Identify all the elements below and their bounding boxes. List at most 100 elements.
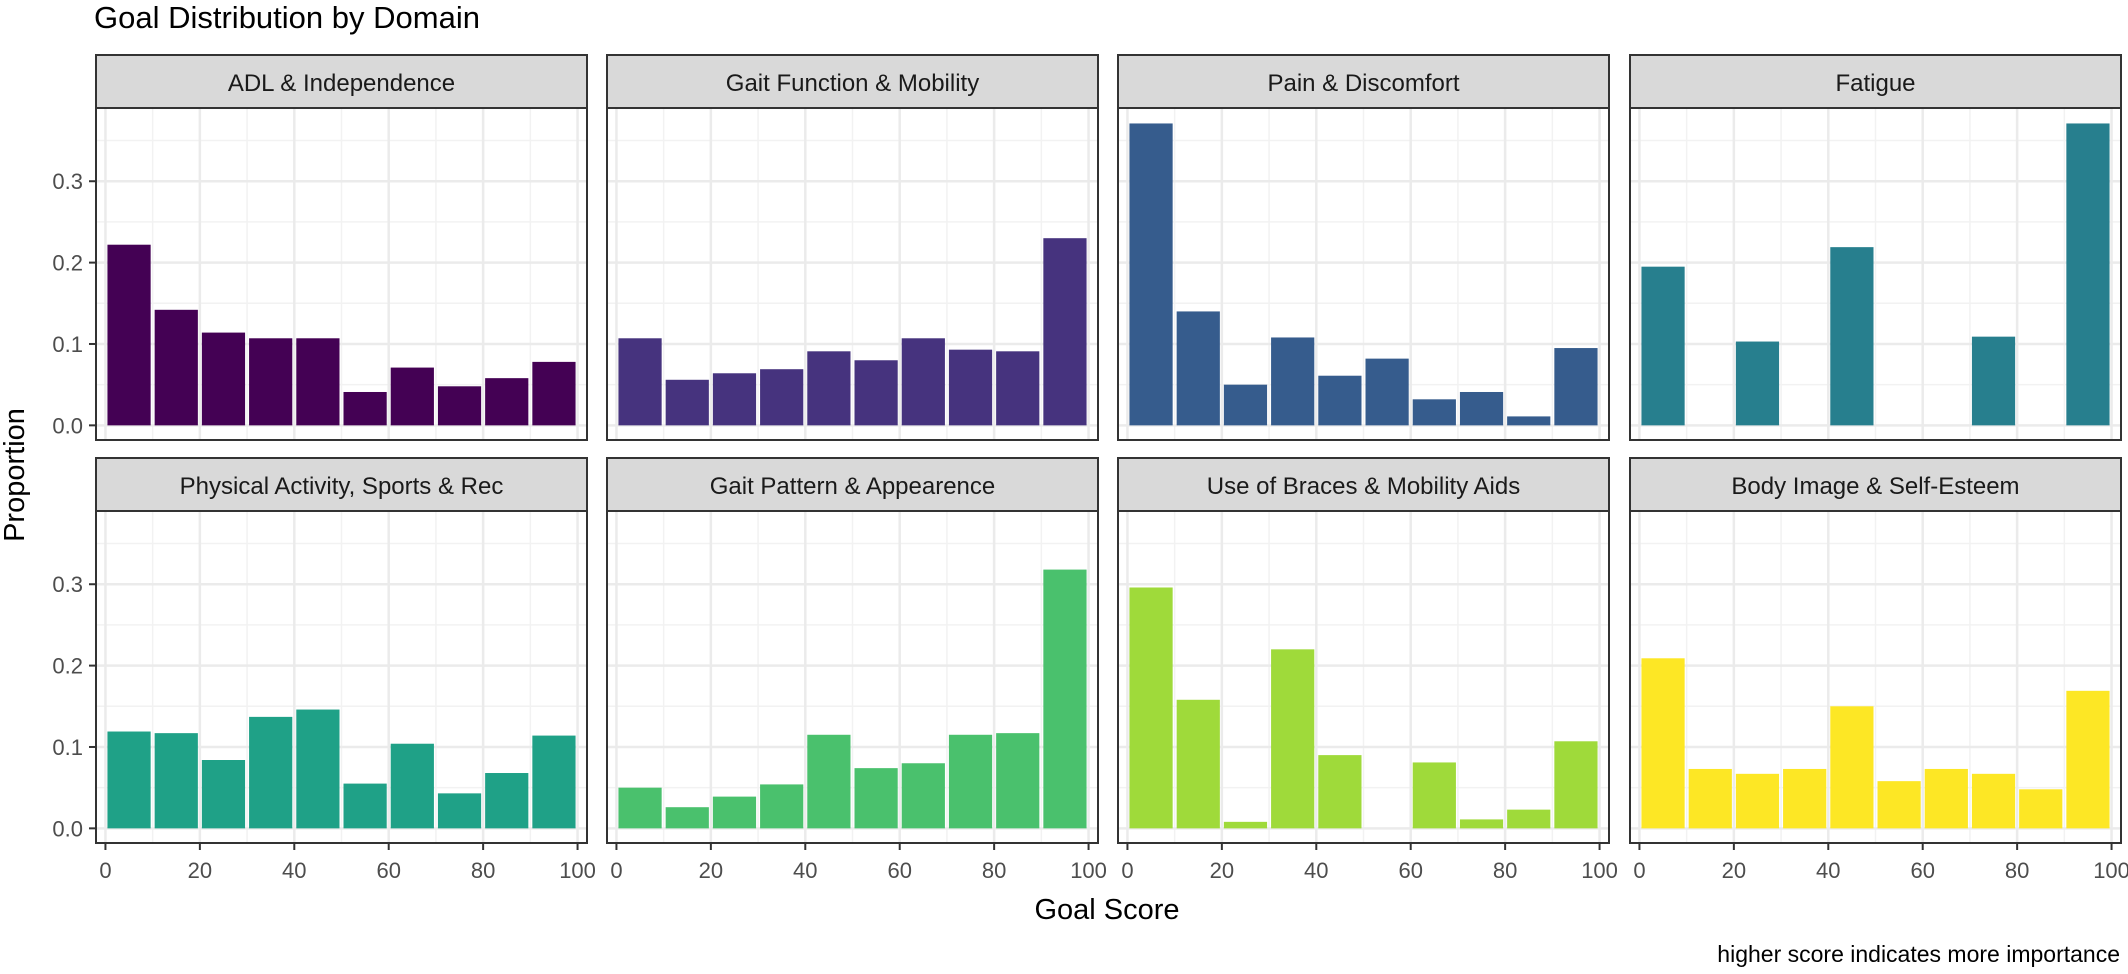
- bar: [1176, 699, 1220, 829]
- x-tick-label: 0: [99, 858, 111, 883]
- bar: [854, 768, 898, 829]
- bar: [390, 743, 434, 829]
- bar: [901, 338, 945, 426]
- x-tick-label: 0: [1633, 858, 1645, 883]
- bar: [1365, 358, 1409, 426]
- bar: [1971, 773, 2016, 829]
- bar: [532, 361, 576, 426]
- y-tick-label: 0.0: [52, 816, 83, 841]
- x-tick-label: 100: [1070, 858, 1107, 883]
- panel-border: [95, 107, 588, 441]
- facet-panel: Physical Activity, Sports & Rec 0.0 0.1 0.2…: [52, 457, 596, 883]
- facet-strip: [1629, 457, 2122, 512]
- bar: [1735, 773, 1780, 829]
- bar: [2066, 690, 2110, 829]
- bar: [1830, 706, 1874, 829]
- facet-strip-label: Body Image & Self-Esteem: [1731, 473, 2019, 500]
- facet-panel: Body Image & Self-Esteem 0 20 40 60 80 100: [1629, 457, 2128, 883]
- x-tick-label: 60: [376, 858, 400, 883]
- bar: [1830, 247, 1874, 426]
- x-tick-label: 60: [887, 858, 911, 883]
- bar: [712, 796, 757, 829]
- bar: [618, 338, 662, 426]
- x-tick-label: 100: [1581, 858, 1618, 883]
- bar: [1318, 375, 1362, 426]
- caption: higher score indicates more importance: [1717, 941, 2120, 967]
- panels-layer: ADL & Independence 0.0 0.1 0.2 0.3 Gait Funct…: [52, 54, 2128, 883]
- panel-border: [606, 107, 1099, 441]
- bar: [1554, 348, 1598, 426]
- y-tick-label: 0.3: [52, 572, 83, 597]
- panel-border: [1117, 107, 1610, 441]
- y-tick-label: 0.1: [52, 735, 83, 760]
- x-tick-label: 20: [1210, 858, 1234, 883]
- bar: [1459, 391, 1504, 426]
- x-tick-label: 20: [1722, 858, 1746, 883]
- bar: [1043, 569, 1087, 829]
- bar: [1271, 337, 1315, 426]
- x-tick-label: 60: [1398, 858, 1422, 883]
- bar: [996, 351, 1040, 426]
- x-tick-label: 80: [1493, 858, 1517, 883]
- bar: [901, 763, 945, 829]
- bar: [2019, 789, 2063, 829]
- bar: [485, 773, 529, 829]
- x-tick-label: 100: [559, 858, 596, 883]
- bar: [1459, 819, 1504, 829]
- bar: [485, 378, 529, 426]
- bar: [249, 716, 293, 829]
- bar: [1176, 311, 1220, 426]
- facet-strip: [95, 54, 588, 109]
- facet-strip-label: Pain & Discomfort: [1267, 70, 1459, 97]
- bar: [343, 391, 387, 426]
- bar: [948, 734, 993, 829]
- bar: [154, 309, 198, 426]
- facet-strip-label: Gait Function & Mobility: [726, 70, 979, 97]
- bar: [1223, 384, 1268, 426]
- x-tick-label: 20: [699, 858, 723, 883]
- bar: [437, 386, 482, 426]
- bar: [618, 787, 662, 829]
- facet-strip-label: Use of Braces & Mobility Aids: [1207, 473, 1520, 500]
- x-tick-label: 60: [1910, 858, 1934, 883]
- bar: [201, 332, 246, 426]
- bar: [807, 734, 851, 829]
- x-tick-label: 40: [1816, 858, 1840, 883]
- bar: [1735, 341, 1780, 426]
- bar: [1554, 741, 1598, 829]
- bar: [107, 244, 151, 426]
- facet-panel: ADL & Independence 0.0 0.1 0.2 0.3: [52, 54, 588, 441]
- bar: [1129, 587, 1173, 829]
- bar: [665, 807, 709, 829]
- facet-panel: Gait Function & Mobility: [606, 54, 1099, 441]
- facet-strip-label: ADL & Independence: [228, 70, 455, 97]
- facet-panel: Use of Braces & Mobility Aids 0 20 40 60 80 10…: [1117, 457, 1618, 883]
- bar: [296, 709, 340, 829]
- bar: [712, 373, 757, 426]
- bar: [760, 369, 804, 426]
- y-axis-title: Proportion: [0, 408, 31, 542]
- panel-border: [1117, 510, 1610, 844]
- facet-strip-label: Physical Activity, Sports & Rec: [180, 473, 504, 500]
- bar: [1043, 238, 1087, 426]
- y-tick-label: 0.2: [52, 654, 83, 679]
- panel-border: [95, 510, 588, 844]
- facet-strip: [1629, 54, 2122, 109]
- bar: [948, 349, 993, 426]
- bar: [154, 733, 198, 829]
- bar: [1271, 649, 1315, 829]
- bar: [249, 338, 293, 426]
- x-tick-label: 40: [1304, 858, 1328, 883]
- bar: [1412, 762, 1456, 829]
- y-tick-label: 0.0: [52, 413, 83, 438]
- facet-strip: [95, 457, 588, 512]
- panel-border: [606, 510, 1099, 844]
- bar: [1412, 399, 1456, 426]
- chart-title: Goal Distribution by Domain: [94, 0, 480, 35]
- bar: [107, 731, 151, 829]
- facet-strip-label: Fatigue: [1835, 70, 1915, 97]
- bar: [996, 733, 1040, 829]
- facet-strip: [1117, 457, 1610, 512]
- bar: [1223, 821, 1268, 829]
- facet-strip: [606, 54, 1099, 109]
